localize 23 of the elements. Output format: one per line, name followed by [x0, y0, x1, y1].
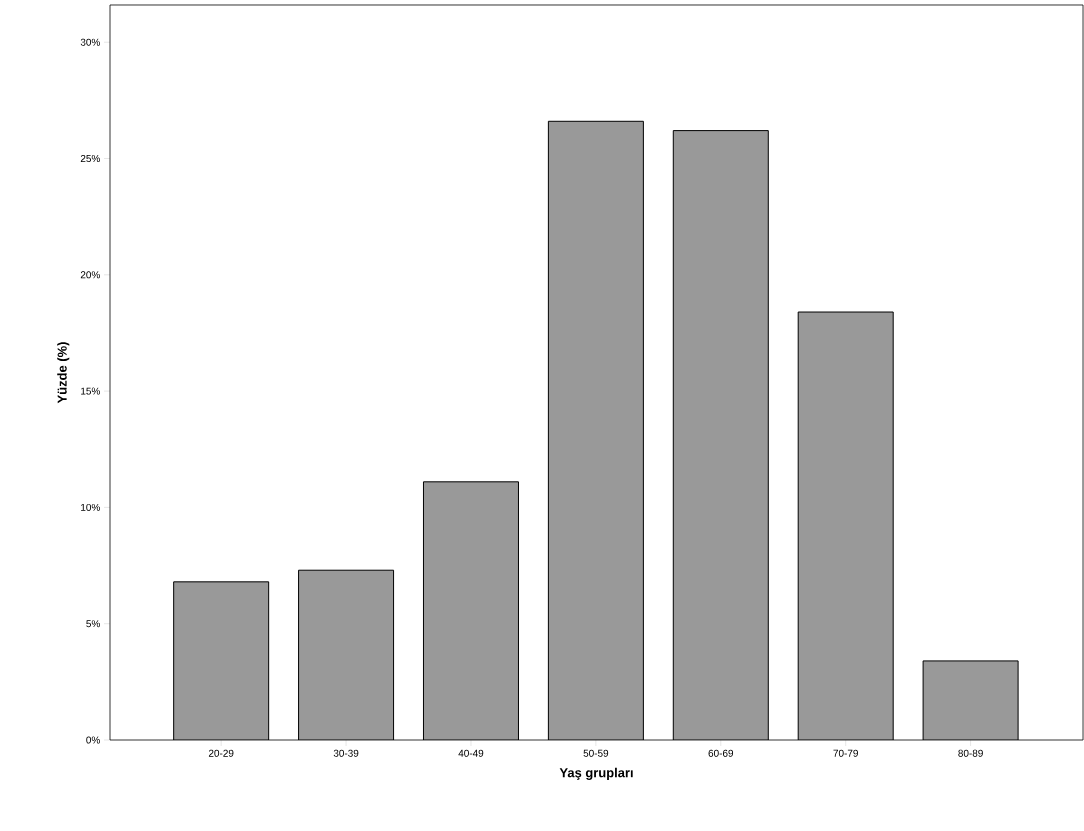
x-tick-label: 20-29 [208, 749, 234, 757]
y-tick-label: 30% [80, 38, 100, 46]
y-tick-label: 0% [86, 736, 100, 744]
x-tick-label: 60-69 [708, 749, 734, 757]
y-tick-label: 20% [80, 271, 100, 279]
bar [922, 660, 1019, 740]
y-tick-label: 5% [86, 620, 100, 628]
bar [672, 130, 769, 740]
bar [173, 581, 269, 740]
y-tick-label: 15% [81, 387, 100, 395]
x-tick-label: 70-79 [833, 749, 858, 757]
x-tick-label: 30-39 [333, 749, 359, 757]
x-tick-label: 80-89 [958, 749, 983, 757]
y-tick-label: 10% [81, 503, 100, 511]
bar [797, 311, 894, 740]
bar [547, 120, 644, 740]
x-axis-title: Yaş grupları [559, 767, 633, 780]
bar [298, 569, 395, 740]
bar [422, 481, 519, 740]
x-tick-label: 40-49 [458, 749, 484, 757]
x-tick-label: 50-59 [583, 749, 609, 757]
y-tick-label: 25% [80, 154, 100, 163]
y-axis-title: Yüzde (%) [57, 342, 70, 404]
